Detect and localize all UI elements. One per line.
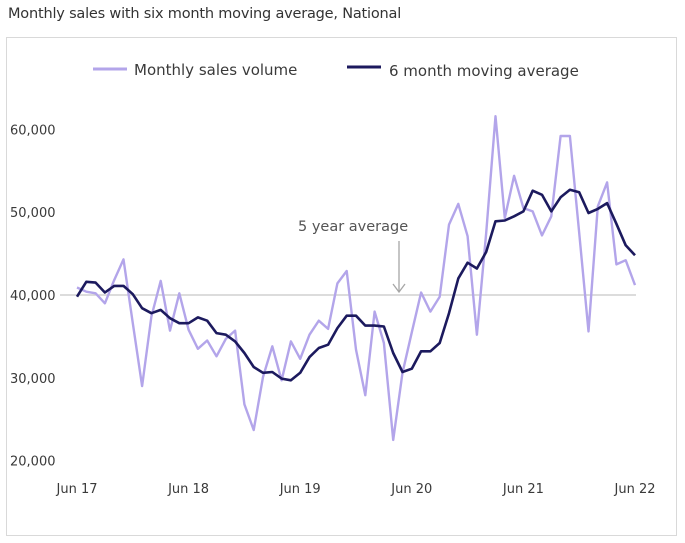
legend: Monthly sales volume 6 month moving aver… bbox=[93, 61, 579, 80]
legend-label-monthly-sales: Monthly sales volume bbox=[134, 61, 297, 79]
chart-frame bbox=[6, 37, 677, 536]
x-tick-label: Jun 17 bbox=[56, 482, 98, 497]
annotation-arrow-icon bbox=[392, 241, 406, 294]
series-line-monthly-sales bbox=[76, 114, 637, 442]
y-tick-label: 60,000 bbox=[10, 123, 56, 138]
legend-label-moving-average: 6 month moving average bbox=[389, 62, 579, 80]
y-tick-label: 30,000 bbox=[10, 372, 56, 387]
data-points bbox=[76, 116, 636, 440]
y-tick-label: 50,000 bbox=[10, 206, 56, 221]
x-tick-label: Jun 21 bbox=[502, 482, 544, 497]
x-tick-label: Jun 18 bbox=[167, 482, 209, 497]
y-tick-label: 40,000 bbox=[10, 289, 56, 304]
chart-title: Monthly sales with six month moving aver… bbox=[8, 6, 402, 22]
five-year-average-label: 5 year average bbox=[298, 219, 408, 235]
y-axis-ticks: 20,000 30,000 40,000 50,000 60,000 bbox=[10, 123, 56, 469]
y-tick-label: 20,000 bbox=[10, 455, 56, 470]
x-tick-label: Jun 22 bbox=[614, 482, 656, 497]
x-tick-label: Jun 19 bbox=[279, 482, 321, 497]
x-tick-label: Jun 20 bbox=[390, 482, 432, 497]
x-axis-ticks: Jun 17 Jun 18 Jun 19 Jun 20 Jun 21 Jun 22 bbox=[56, 482, 656, 497]
